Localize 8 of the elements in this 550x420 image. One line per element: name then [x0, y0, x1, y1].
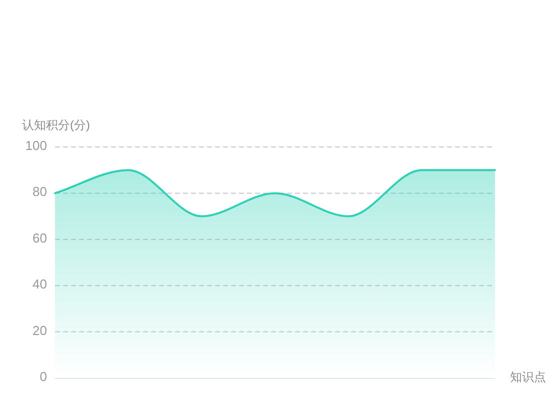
y-tick-label: 20	[32, 323, 47, 338]
x-axis-title: 知识点	[510, 370, 546, 384]
y-tick-label: 0	[40, 369, 47, 384]
y-tick-label: 80	[32, 184, 47, 200]
y-tick-label: 40	[32, 277, 47, 292]
y-tick-label: 100	[25, 138, 47, 154]
y-tick-label: 60	[32, 230, 47, 246]
y-axis-title: 认知积分(分)	[22, 118, 90, 132]
